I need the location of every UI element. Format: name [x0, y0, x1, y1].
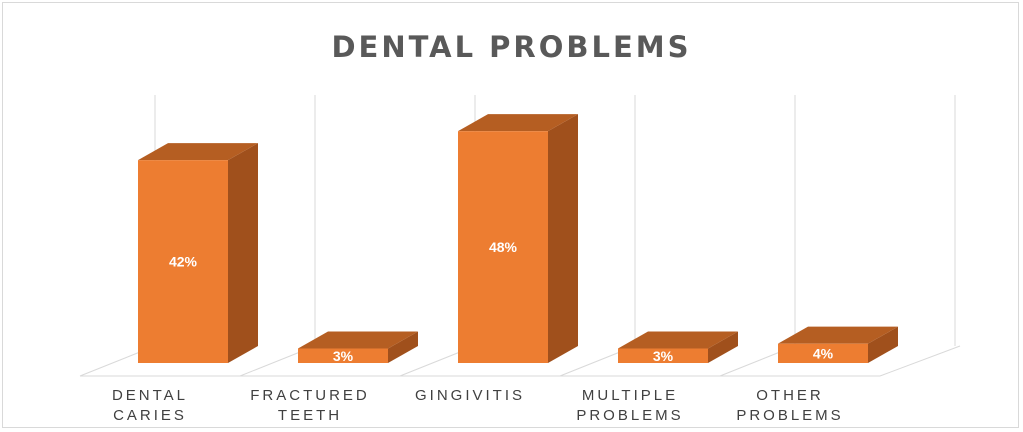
bar-top	[298, 331, 418, 349]
data-label: 4%	[813, 345, 834, 361]
category-label: GINGIVITIS	[390, 386, 550, 406]
chart-title: DENTAL PROBLEMS	[331, 30, 692, 64]
data-label: 42%	[169, 254, 198, 270]
category-label-line: PROBLEMS	[736, 407, 844, 424]
bar-top	[618, 331, 738, 349]
bar: 3%	[618, 331, 738, 364]
category-label-line: FRACTURED	[250, 387, 370, 404]
data-label: 3%	[333, 348, 354, 364]
bar-side	[708, 331, 738, 363]
bar-side	[548, 114, 578, 363]
bar-side	[388, 331, 418, 363]
bar: 4%	[778, 326, 898, 363]
data-label: 3%	[653, 348, 674, 364]
bar-side	[228, 143, 258, 363]
data-label: 48%	[489, 239, 518, 255]
category-label-line: GINGIVITIS	[414, 387, 525, 404]
bar-side	[868, 326, 898, 363]
bar-top	[778, 326, 898, 344]
category-label: MULTIPLE PROBLEMS	[550, 386, 710, 426]
bar-top	[458, 114, 578, 132]
category-label-line: OTHER	[756, 387, 824, 404]
category-label-line: DENTAL	[111, 387, 189, 404]
bar-front	[298, 348, 388, 363]
bar-front	[618, 348, 708, 363]
category-label: OTHER PROBLEMS	[710, 386, 870, 426]
bar-top	[138, 143, 258, 161]
bar-front	[138, 160, 228, 363]
category-label-line: TEETH	[277, 407, 343, 424]
category-label-line: MULTIPLE	[581, 387, 679, 404]
bar: 48%	[458, 114, 578, 363]
bar: 3%	[298, 331, 418, 364]
bar-front	[458, 131, 548, 363]
category-label-line: PROBLEMS	[576, 407, 684, 424]
category-label: DENTAL CARIES	[70, 386, 230, 426]
bar-front	[778, 343, 868, 363]
category-label-line: CARIES	[113, 407, 187, 424]
category-label: FRACTURED TEETH	[230, 386, 390, 426]
bar: 42%	[138, 143, 258, 363]
floor-right-edge	[879, 345, 961, 377]
